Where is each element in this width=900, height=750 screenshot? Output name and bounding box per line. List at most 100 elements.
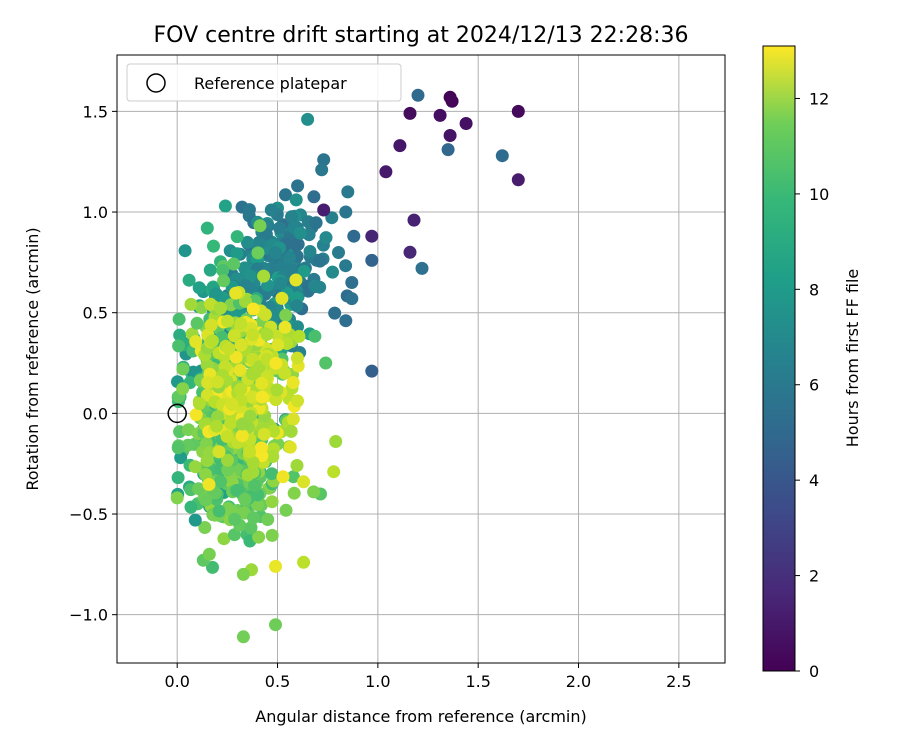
data-point — [264, 203, 278, 217]
data-point — [278, 320, 292, 334]
data-point — [188, 460, 202, 474]
data-point — [319, 231, 333, 245]
data-point — [192, 397, 206, 410]
data-point — [445, 94, 459, 108]
data-point — [339, 314, 353, 328]
data-point — [210, 375, 224, 389]
data-point — [297, 555, 311, 569]
data-point — [345, 292, 359, 306]
data-point — [317, 203, 331, 217]
data-point — [289, 238, 303, 252]
colorbar-tick-label: 8 — [809, 280, 819, 299]
data-point — [192, 482, 206, 496]
data-point — [317, 153, 331, 167]
colorbar: 0 2 4 6 8 10 12 Hours from first FF file — [762, 45, 862, 681]
x-tick-label: 0.0 — [164, 672, 189, 691]
data-point — [214, 301, 227, 315]
data-point — [313, 254, 327, 268]
data-point — [285, 210, 298, 224]
data-point — [443, 129, 457, 142]
data-point — [307, 190, 321, 204]
data-point — [228, 512, 242, 526]
data-point — [189, 408, 203, 422]
plot-frame — [116, 54, 726, 664]
data-point — [433, 108, 447, 122]
y-tick-label: 1.5 — [83, 102, 108, 121]
data-point — [407, 213, 421, 227]
data-point — [203, 446, 216, 459]
data-point — [511, 104, 525, 118]
colorbar-tick-label: 0 — [809, 662, 819, 681]
data-point — [246, 455, 260, 469]
data-point — [251, 246, 265, 260]
data-point — [234, 382, 248, 396]
data-point — [274, 277, 288, 290]
data-point — [319, 356, 333, 370]
data-point — [278, 366, 292, 380]
data-point — [174, 451, 188, 465]
y-axis-ticks: −1.0 −0.5 0.0 0.5 1.0 1.5 — [69, 102, 117, 625]
data-point — [257, 427, 271, 441]
reference-platepar-marker — [167, 403, 187, 424]
y-tick-label: −0.5 — [69, 505, 108, 524]
data-point — [230, 230, 244, 244]
data-point — [279, 188, 292, 202]
data-point — [284, 424, 298, 438]
data-point — [315, 163, 329, 177]
data-point — [292, 329, 306, 343]
data-point — [200, 221, 214, 235]
data-point — [269, 356, 283, 370]
data-point — [184, 297, 198, 311]
data-point — [170, 491, 184, 505]
data-point — [308, 329, 322, 343]
data-point — [236, 630, 250, 644]
data-point — [224, 416, 238, 430]
data-point — [240, 235, 254, 249]
colorbar-tick-label: 12 — [809, 89, 829, 108]
data-point — [290, 351, 304, 365]
data-point — [246, 302, 260, 316]
data-point — [238, 492, 252, 506]
data-point — [289, 193, 303, 207]
data-point — [236, 567, 250, 581]
data-point — [255, 390, 269, 404]
data-point — [329, 435, 343, 448]
data-point — [227, 257, 241, 271]
data-point — [290, 299, 304, 313]
data-point — [347, 229, 361, 243]
data-point — [339, 205, 353, 219]
data-point — [269, 393, 283, 407]
data-point — [244, 521, 258, 535]
y-tick-label: 0.5 — [83, 304, 108, 323]
data-point — [290, 459, 304, 472]
x-tick-label: 0.5 — [265, 672, 290, 691]
data-point — [204, 318, 218, 332]
data-point — [221, 453, 234, 467]
data-point — [301, 112, 315, 126]
data-point — [172, 312, 186, 326]
data-point — [236, 417, 249, 431]
data-point — [308, 279, 322, 293]
data-point — [283, 440, 297, 454]
data-point — [279, 503, 293, 517]
data-point — [511, 173, 525, 187]
data-point — [233, 363, 247, 377]
data-point — [291, 320, 304, 334]
data-point — [415, 261, 429, 275]
data-point — [230, 247, 244, 261]
data-point — [178, 244, 192, 258]
data-point — [303, 245, 317, 258]
data-point — [283, 251, 297, 265]
reference-marker — [167, 403, 187, 424]
data-point — [222, 342, 236, 356]
x-axis-ticks: 0.0 0.5 1.0 1.5 2.0 2.5 — [164, 663, 692, 691]
data-point — [218, 199, 232, 213]
data-point — [242, 203, 256, 217]
colorbar-tick-label: 10 — [809, 185, 829, 204]
data-point — [325, 211, 339, 225]
data-point — [339, 259, 353, 273]
data-point — [270, 383, 284, 397]
data-point — [269, 559, 282, 573]
chart-title: FOV centre drift starting at 2024/12/13 … — [154, 23, 689, 48]
data-point — [190, 316, 204, 330]
